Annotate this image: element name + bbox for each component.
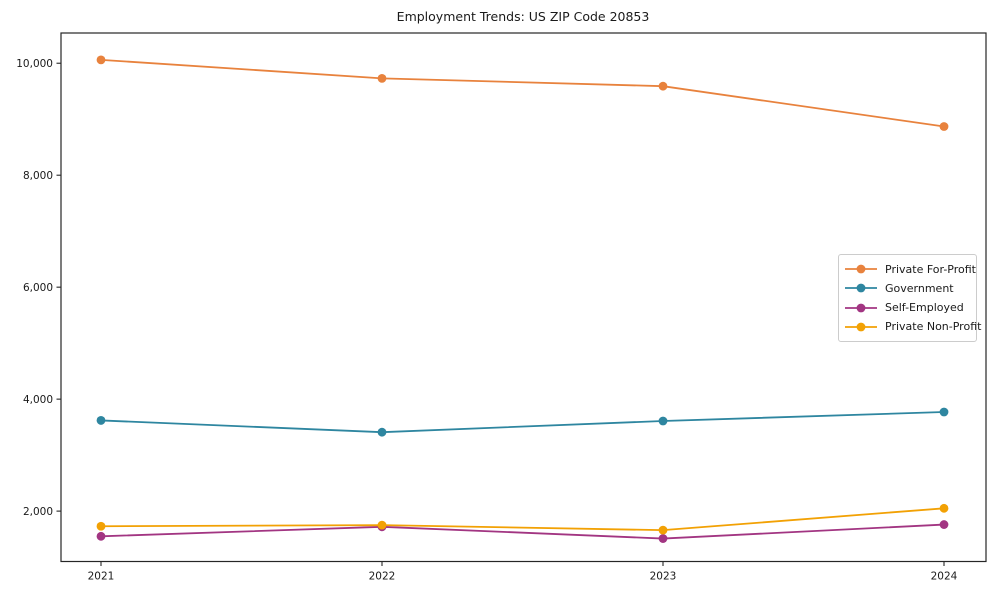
data-point-self-employed-2021 xyxy=(96,531,106,541)
legend-marker-government xyxy=(845,283,877,293)
legend-label: Private Non-Profit xyxy=(885,320,982,334)
legend-item-private-for-profit: Private For-Profit xyxy=(844,260,976,278)
x-tick-label: 2022 xyxy=(369,571,396,583)
legend-label: Private For-Profit xyxy=(885,262,976,276)
data-point-private-for-profit-2023 xyxy=(658,81,668,91)
data-point-government-2024 xyxy=(939,407,949,417)
legend-marker-self-employed xyxy=(845,303,877,313)
series-line-self-employed xyxy=(100,523,945,540)
chart-title: Employment Trends: US ZIP Code 20853 xyxy=(397,9,650,24)
data-point-self-employed-2024 xyxy=(939,520,949,529)
x-axis-ticks: 2021 2022 2023 2024 xyxy=(88,561,958,583)
legend-label: Government xyxy=(885,281,954,295)
data-point-government-2021 xyxy=(96,416,106,425)
x-tick-label: 2024 xyxy=(931,571,958,583)
legend-dot xyxy=(856,264,866,274)
data-point-private-non-profit-2022 xyxy=(377,520,387,530)
plot-frame-group xyxy=(60,32,987,563)
data-point-private-non-profit-2024 xyxy=(939,503,949,513)
series-line-government xyxy=(100,411,945,434)
x-tick-label: 2021 xyxy=(88,571,115,583)
y-tick-label: 4,000 xyxy=(23,394,53,406)
legend-item-self-employed: Self-Employed xyxy=(844,299,972,317)
series-lines xyxy=(96,55,949,543)
data-point-government-2023 xyxy=(658,416,668,426)
data-point-self-employed-2023 xyxy=(658,534,668,543)
legend-dot xyxy=(856,322,866,332)
legend-marker-private-for-profit xyxy=(845,264,877,274)
data-point-private-for-profit-2021 xyxy=(96,55,106,65)
series-line-private-non-profit xyxy=(100,507,945,532)
data-point-government-2022 xyxy=(377,427,387,437)
data-point-private-for-profit-2022 xyxy=(377,73,387,83)
legend-dot xyxy=(856,283,866,293)
legend: Private For-Profit Government Self-Employe… xyxy=(838,254,981,342)
y-axis-ticks: 2,000 4,000 6,000 8,000 10,000 xyxy=(16,58,61,518)
data-point-private-non-profit-2021 xyxy=(96,521,106,531)
legend-item-government: Government xyxy=(844,279,972,297)
data-point-private-non-profit-2023 xyxy=(658,525,668,535)
y-tick-label: 8,000 xyxy=(23,170,53,182)
y-tick-label: 6,000 xyxy=(23,282,53,294)
legend-item-private-non-profit: Private Non-Profit xyxy=(844,318,981,336)
legend-dot xyxy=(856,303,866,313)
y-tick-label: 10,000 xyxy=(16,58,53,70)
legend-label: Self-Employed xyxy=(885,301,964,315)
y-tick-label: 2,000 xyxy=(23,506,53,518)
plot-frame xyxy=(60,32,987,563)
legend-marker-private-non-profit xyxy=(845,322,877,332)
data-point-private-for-profit-2024 xyxy=(939,122,949,131)
series-line-private-for-profit xyxy=(100,58,945,128)
x-tick-label: 2023 xyxy=(650,571,677,583)
